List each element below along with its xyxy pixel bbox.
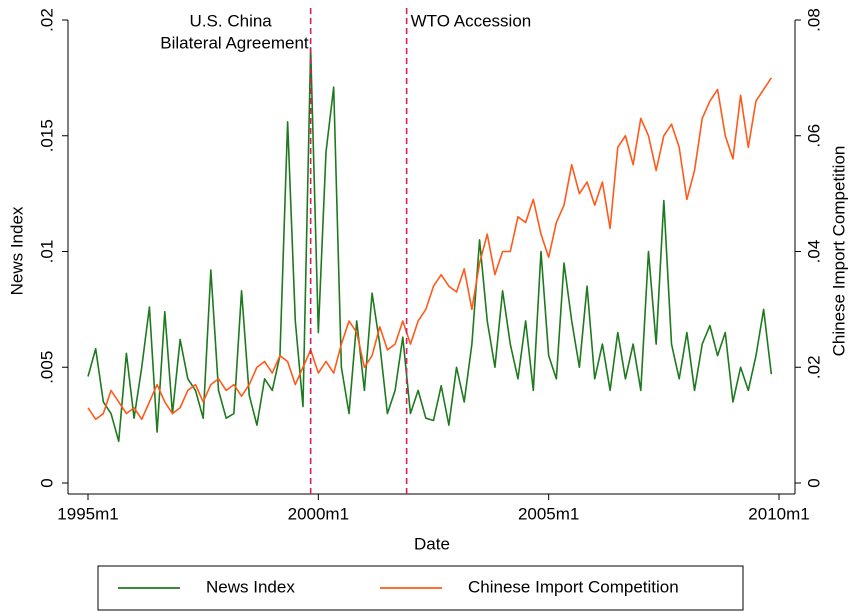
y2-tick-label: .04 [804, 240, 823, 264]
y2-tick-label: 0 [804, 478, 823, 487]
annotation: WTO Accession [411, 11, 532, 30]
x-tick-label: 2005m1 [518, 504, 579, 523]
x-tick-label: 2000m1 [288, 504, 349, 523]
y-tick-label: 0 [37, 478, 56, 487]
x-tick-label: 1995m1 [57, 504, 118, 523]
legend-label: News Index [206, 577, 295, 596]
legend-label: Chinese Import Competition [468, 577, 679, 596]
legend-box [97, 565, 744, 611]
y-tick-label: .01 [37, 240, 56, 264]
y-tick-label: .005 [37, 351, 56, 384]
y2-axis-title: Chinese Import Competition [829, 146, 848, 357]
x-axis-title: Date [414, 534, 450, 553]
y2-tick-label: .06 [804, 124, 823, 148]
y2-tick-label: .02 [804, 355, 823, 379]
x-tick-label: 2010m1 [748, 504, 809, 523]
series-line [87, 46, 773, 443]
y-axis-title: News Index [7, 206, 26, 295]
y-tick-label: .015 [37, 119, 56, 152]
annotation: Bilateral Agreement [160, 33, 309, 52]
y-tick-label: .02 [37, 8, 56, 32]
series-line [87, 77, 772, 421]
annotation: U.S. China [190, 11, 273, 30]
y2-tick-label: .08 [804, 8, 823, 32]
